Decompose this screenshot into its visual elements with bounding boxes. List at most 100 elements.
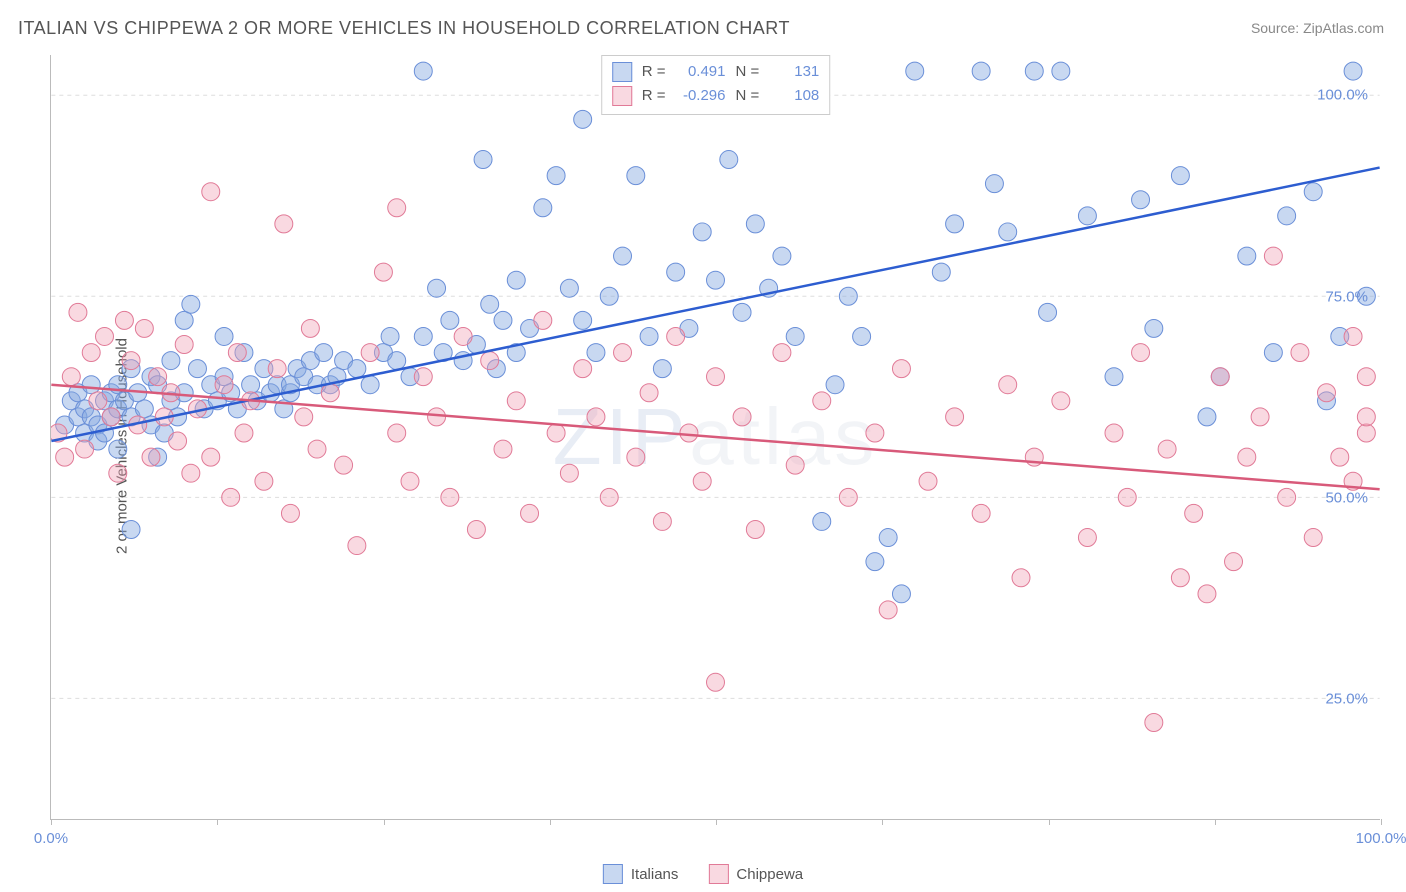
legend-item-italians: Italians bbox=[603, 864, 679, 884]
data-point bbox=[746, 215, 764, 233]
data-point bbox=[1171, 167, 1189, 185]
data-point bbox=[999, 223, 1017, 241]
data-point bbox=[839, 287, 857, 305]
plot-svg bbox=[51, 55, 1380, 819]
data-point bbox=[1078, 207, 1096, 225]
y-tick-label: 50.0% bbox=[1325, 489, 1368, 506]
data-point bbox=[1357, 408, 1375, 426]
data-point bbox=[972, 62, 990, 80]
data-point bbox=[494, 311, 512, 329]
legend-label-italians: Italians bbox=[631, 866, 679, 883]
data-point bbox=[474, 151, 492, 169]
data-point bbox=[667, 263, 685, 281]
data-point bbox=[600, 488, 618, 506]
swatch-chippewa-icon bbox=[612, 86, 632, 106]
data-point bbox=[441, 311, 459, 329]
data-point bbox=[547, 167, 565, 185]
data-point bbox=[1278, 488, 1296, 506]
data-point bbox=[866, 424, 884, 442]
stats-row-italians: R = 0.491 N = 131 bbox=[612, 60, 820, 84]
data-point bbox=[1039, 303, 1057, 321]
data-point bbox=[1291, 344, 1309, 362]
legend-item-chippewa: Chippewa bbox=[708, 864, 803, 884]
data-point bbox=[441, 488, 459, 506]
chart-container: ITALIAN VS CHIPPEWA 2 OR MORE VEHICLES I… bbox=[0, 0, 1406, 892]
data-point bbox=[414, 62, 432, 80]
data-point bbox=[627, 167, 645, 185]
data-point bbox=[1078, 529, 1096, 547]
data-point bbox=[348, 360, 366, 378]
data-point bbox=[866, 553, 884, 571]
data-point bbox=[109, 440, 127, 458]
data-point bbox=[62, 368, 80, 386]
data-point bbox=[202, 448, 220, 466]
x-tick bbox=[384, 819, 385, 825]
data-point bbox=[521, 504, 539, 522]
data-point bbox=[1264, 344, 1282, 362]
chart-title: ITALIAN VS CHIPPEWA 2 OR MORE VEHICLES I… bbox=[18, 18, 790, 39]
data-point bbox=[301, 319, 319, 337]
data-point bbox=[182, 295, 200, 313]
r-label: R = bbox=[642, 60, 666, 84]
y-tick-label: 100.0% bbox=[1317, 87, 1368, 104]
data-point bbox=[1344, 327, 1362, 345]
data-point bbox=[919, 472, 937, 490]
data-point bbox=[381, 327, 399, 345]
data-point bbox=[169, 432, 187, 450]
data-point bbox=[892, 360, 910, 378]
data-point bbox=[547, 424, 565, 442]
data-point bbox=[813, 392, 831, 410]
data-point bbox=[693, 472, 711, 490]
data-point bbox=[1357, 424, 1375, 442]
data-point bbox=[1105, 368, 1123, 386]
data-point bbox=[707, 368, 725, 386]
data-point bbox=[972, 504, 990, 522]
data-point bbox=[428, 408, 446, 426]
data-point bbox=[122, 352, 140, 370]
data-point bbox=[414, 368, 432, 386]
data-point bbox=[109, 464, 127, 482]
data-point bbox=[574, 311, 592, 329]
data-point bbox=[1052, 392, 1070, 410]
data-point bbox=[946, 408, 964, 426]
data-point bbox=[653, 360, 671, 378]
data-point bbox=[906, 62, 924, 80]
data-point bbox=[149, 368, 167, 386]
data-point bbox=[1052, 62, 1070, 80]
data-point bbox=[1318, 384, 1336, 402]
data-point bbox=[813, 512, 831, 530]
data-point bbox=[82, 376, 100, 394]
data-point bbox=[82, 344, 100, 362]
data-point bbox=[182, 464, 200, 482]
data-point bbox=[222, 488, 240, 506]
x-tick-label: 100.0% bbox=[1356, 830, 1406, 847]
y-tick-label: 25.0% bbox=[1325, 691, 1368, 708]
data-point bbox=[839, 488, 857, 506]
data-point bbox=[175, 336, 193, 354]
data-point bbox=[680, 424, 698, 442]
data-point bbox=[1012, 569, 1030, 587]
x-tick bbox=[882, 819, 883, 825]
data-point bbox=[295, 408, 313, 426]
data-point bbox=[1211, 368, 1229, 386]
r-value-italians: 0.491 bbox=[676, 60, 726, 84]
data-point bbox=[773, 247, 791, 265]
data-point bbox=[1251, 408, 1269, 426]
swatch-italians-icon bbox=[612, 62, 632, 82]
data-point bbox=[534, 311, 552, 329]
data-point bbox=[879, 601, 897, 619]
data-point bbox=[587, 344, 605, 362]
r-label: R = bbox=[642, 84, 666, 108]
data-point bbox=[76, 440, 94, 458]
data-point bbox=[574, 110, 592, 128]
data-point bbox=[162, 352, 180, 370]
data-point bbox=[1132, 344, 1150, 362]
x-tick bbox=[1381, 819, 1382, 825]
data-point bbox=[707, 673, 725, 691]
plot-area: ZIPatlas R = 0.491 N = 131 R = -0.296 N … bbox=[50, 55, 1380, 820]
data-point bbox=[786, 456, 804, 474]
data-point bbox=[746, 520, 764, 538]
data-point bbox=[361, 344, 379, 362]
source-label: Source: ZipAtlas.com bbox=[1251, 20, 1384, 36]
data-point bbox=[401, 472, 419, 490]
